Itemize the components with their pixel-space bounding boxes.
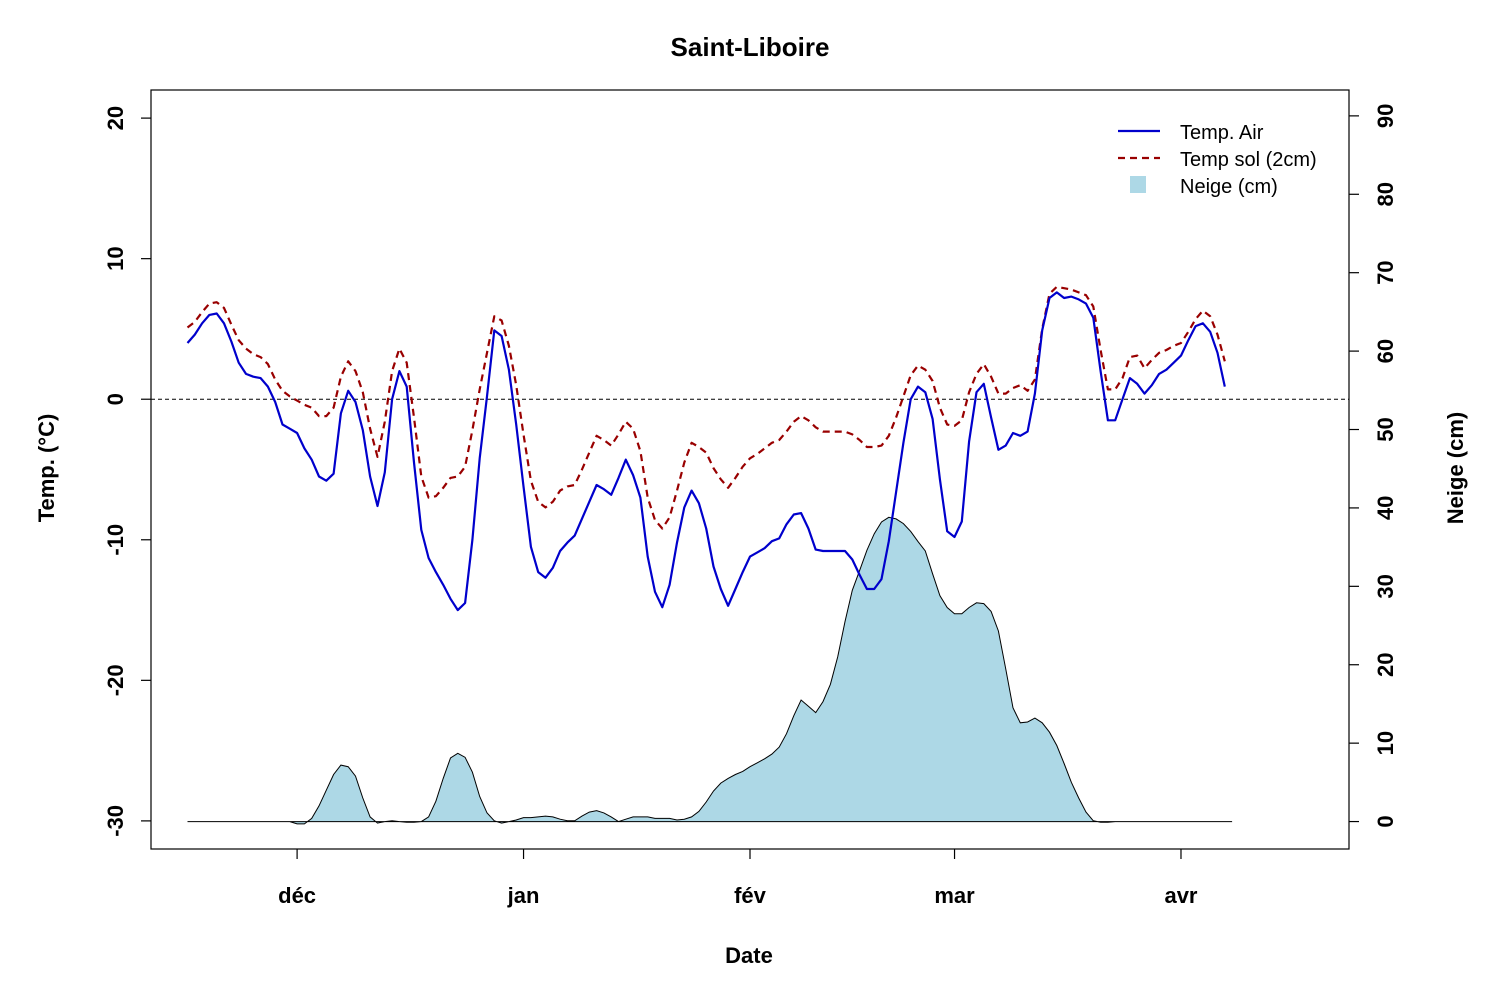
x-tick-label: mar [934, 883, 975, 908]
y-tick-label: -30 [103, 805, 128, 837]
x-tick-label: fév [734, 883, 767, 908]
x-tick-label: avr [1164, 883, 1197, 908]
y2-tick-label: 30 [1373, 574, 1398, 598]
y-axis-right: 0 10 20 30 40 50 60 70 80 90 [1349, 104, 1398, 828]
y2-tick-label: 20 [1373, 652, 1398, 676]
x-tick-label: déc [278, 883, 316, 908]
y-tick-label: -20 [103, 664, 128, 696]
y-axis-left: 20 10 0 -10 -20 -30 [103, 106, 151, 837]
snow-depth-area [187, 516, 1233, 825]
y2-tick-label: 90 [1373, 104, 1398, 128]
legend-label-snow: Neige (cm) [1180, 176, 1278, 198]
y-axis-title: Temp. (°C) [34, 414, 59, 523]
y2-axis-title: Neige (cm) [1443, 412, 1468, 524]
y-tick-label: 20 [103, 106, 128, 130]
y2-tick-label: 0 [1373, 815, 1398, 827]
temperature-series-layer [186, 285, 1226, 612]
legend: Temp. Air Temp sol (2cm) Neige (cm) [1118, 122, 1317, 198]
y2-tick-label: 80 [1373, 182, 1398, 206]
air-temp-line [186, 291, 1226, 612]
y2-tick-label: 60 [1373, 339, 1398, 363]
y2-tick-label: 40 [1373, 496, 1398, 520]
x-axis-title: Date [725, 943, 773, 968]
y2-tick-label: 50 [1373, 417, 1398, 441]
y-tick-label: 0 [103, 393, 128, 405]
x-tick-label: jan [507, 883, 540, 908]
y-tick-label: -10 [103, 524, 128, 556]
y2-tick-label: 10 [1373, 731, 1398, 755]
legend-label-soil: Temp sol (2cm) [1180, 149, 1317, 171]
soil-temp-line [186, 285, 1226, 530]
y2-tick-label: 70 [1373, 260, 1398, 284]
legend-swatch-snow [1130, 176, 1146, 193]
y-tick-label: 10 [103, 246, 128, 270]
chart-title: Saint-Liboire [671, 32, 830, 62]
x-axis: déc jan fév mar avr [278, 849, 1198, 908]
legend-label-air: Temp. Air [1180, 122, 1264, 144]
snow-depth-layer [187, 516, 1233, 825]
